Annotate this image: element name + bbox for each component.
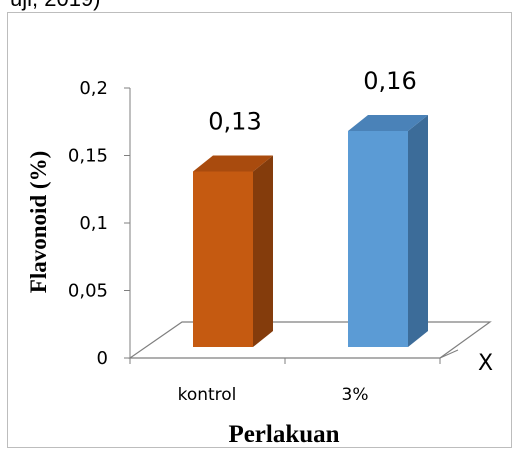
- header-fragment: uji, 2019): [10, 0, 101, 12]
- data-label: 0,13: [208, 108, 261, 136]
- y-tick-label: 0,15: [68, 146, 108, 167]
- y-tick-label: 0,2: [79, 78, 108, 99]
- y-axis-title: Flavonoid (%): [26, 151, 51, 293]
- floor-plate: [128, 321, 492, 359]
- data-label: 0,16: [363, 67, 416, 95]
- x-tick-label: kontrol: [178, 385, 237, 405]
- bar-top: [193, 155, 273, 172]
- x-axis-title: Perlakuan: [228, 421, 339, 448]
- bar-side: [408, 115, 428, 347]
- x-axis-mark: X: [478, 351, 493, 376]
- chart-frame: [7, 12, 512, 448]
- bar-side: [253, 155, 273, 347]
- bar: [348, 131, 408, 347]
- y-tick-label: 0: [97, 348, 108, 369]
- bar-top: [348, 115, 428, 131]
- x-axis-depth-line: [439, 349, 459, 359]
- y-tick-label: 0,05: [68, 281, 108, 302]
- x-tick-label: 3%: [342, 385, 369, 405]
- bar: [193, 171, 253, 347]
- y-tick-label: 0,1: [79, 213, 108, 234]
